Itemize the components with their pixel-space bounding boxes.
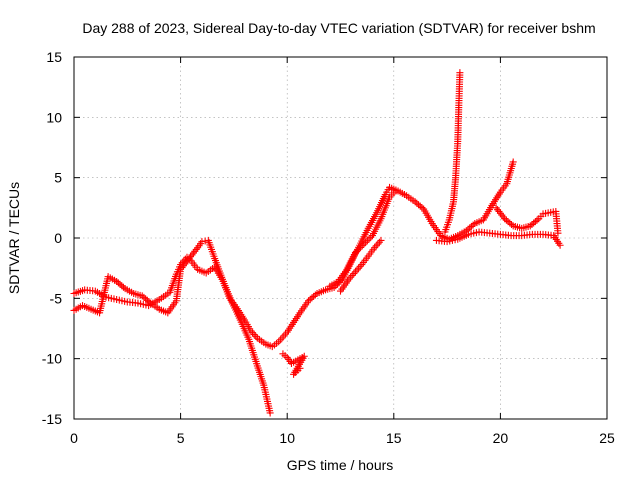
data-point <box>502 216 510 224</box>
y-tick-label: -5 <box>50 290 63 306</box>
x-tick-label: 10 <box>279 430 295 446</box>
y-tick-label: 0 <box>54 230 62 246</box>
data-point <box>530 219 538 227</box>
data-point <box>201 237 209 245</box>
data-point <box>250 331 258 339</box>
data-point <box>138 292 146 300</box>
series-5 <box>441 69 464 236</box>
data-point <box>311 291 319 299</box>
x-tick-label: 5 <box>177 430 185 446</box>
series-6 <box>432 204 564 249</box>
data-point <box>351 268 359 276</box>
data-point <box>143 296 151 304</box>
data-point <box>145 298 153 306</box>
data-point <box>504 218 512 226</box>
chart-title: Day 288 of 2023, Sidereal Day-to-day VTE… <box>82 20 595 36</box>
data-point <box>355 245 363 253</box>
data-point <box>467 222 475 230</box>
data-point <box>114 279 122 287</box>
data-point <box>375 238 383 246</box>
data-point <box>113 277 121 285</box>
data-point <box>296 364 304 372</box>
data-point <box>416 202 424 210</box>
y-axis: -15 -10 -5 0 5 10 15 <box>42 49 607 427</box>
data-point <box>367 233 375 241</box>
series-4 <box>337 236 385 295</box>
series-2 <box>279 350 308 378</box>
data-point <box>506 219 514 227</box>
data-point <box>305 297 313 305</box>
data-point <box>118 282 126 290</box>
y-axis-label: SDTVAR / TECUs <box>6 182 22 294</box>
x-tick-label: 20 <box>493 430 509 446</box>
data-point <box>456 69 464 77</box>
y-tick-label: -15 <box>42 411 62 427</box>
data-point <box>356 262 364 270</box>
data-point <box>469 221 477 229</box>
data-point <box>415 201 423 209</box>
data-point <box>306 295 314 303</box>
data-points <box>70 69 564 417</box>
data-point <box>310 292 318 300</box>
x-tick-label: 0 <box>70 430 78 446</box>
y-tick-label: 10 <box>46 109 62 125</box>
data-point <box>358 242 366 250</box>
data-point <box>252 332 260 340</box>
data-point <box>357 243 365 251</box>
data-point <box>363 237 371 245</box>
data-point <box>413 199 421 207</box>
data-point <box>348 271 356 279</box>
data-point <box>198 238 206 246</box>
data-point <box>372 242 380 250</box>
data-point <box>355 264 363 272</box>
x-axis: 0 5 10 15 20 25 <box>70 57 615 446</box>
data-point <box>351 248 359 256</box>
data-point <box>266 409 274 417</box>
data-point <box>142 295 150 303</box>
data-point <box>360 240 368 248</box>
data-point <box>531 218 539 226</box>
data-point <box>353 247 361 255</box>
series-1 <box>70 236 274 417</box>
data-point <box>526 222 534 230</box>
data-point <box>119 283 127 291</box>
data-point <box>362 238 370 246</box>
series-3 <box>326 187 400 290</box>
y-tick-label: 5 <box>54 170 62 186</box>
x-tick-label: 15 <box>386 430 402 446</box>
data-point <box>377 236 385 244</box>
data-point <box>392 187 400 195</box>
series-0 <box>70 158 517 351</box>
data-point <box>374 240 382 248</box>
data-point <box>116 280 124 288</box>
data-point <box>140 293 148 301</box>
data-point <box>308 294 316 302</box>
data-point <box>353 266 361 274</box>
y-tick-label: 15 <box>46 49 62 65</box>
data-point <box>528 220 536 228</box>
data-point <box>556 241 564 249</box>
data-point <box>365 235 373 243</box>
data-point <box>501 215 509 223</box>
data-point <box>466 224 474 232</box>
x-axis-label: GPS time / hours <box>287 457 394 473</box>
y-tick-label: -10 <box>42 351 62 367</box>
data-point <box>350 270 358 278</box>
data-point <box>554 229 562 237</box>
data-point <box>411 198 419 206</box>
data-point <box>509 158 517 166</box>
data-point <box>533 216 541 224</box>
data-point <box>507 220 515 228</box>
x-tick-label: 25 <box>599 430 615 446</box>
data-point <box>418 204 426 212</box>
